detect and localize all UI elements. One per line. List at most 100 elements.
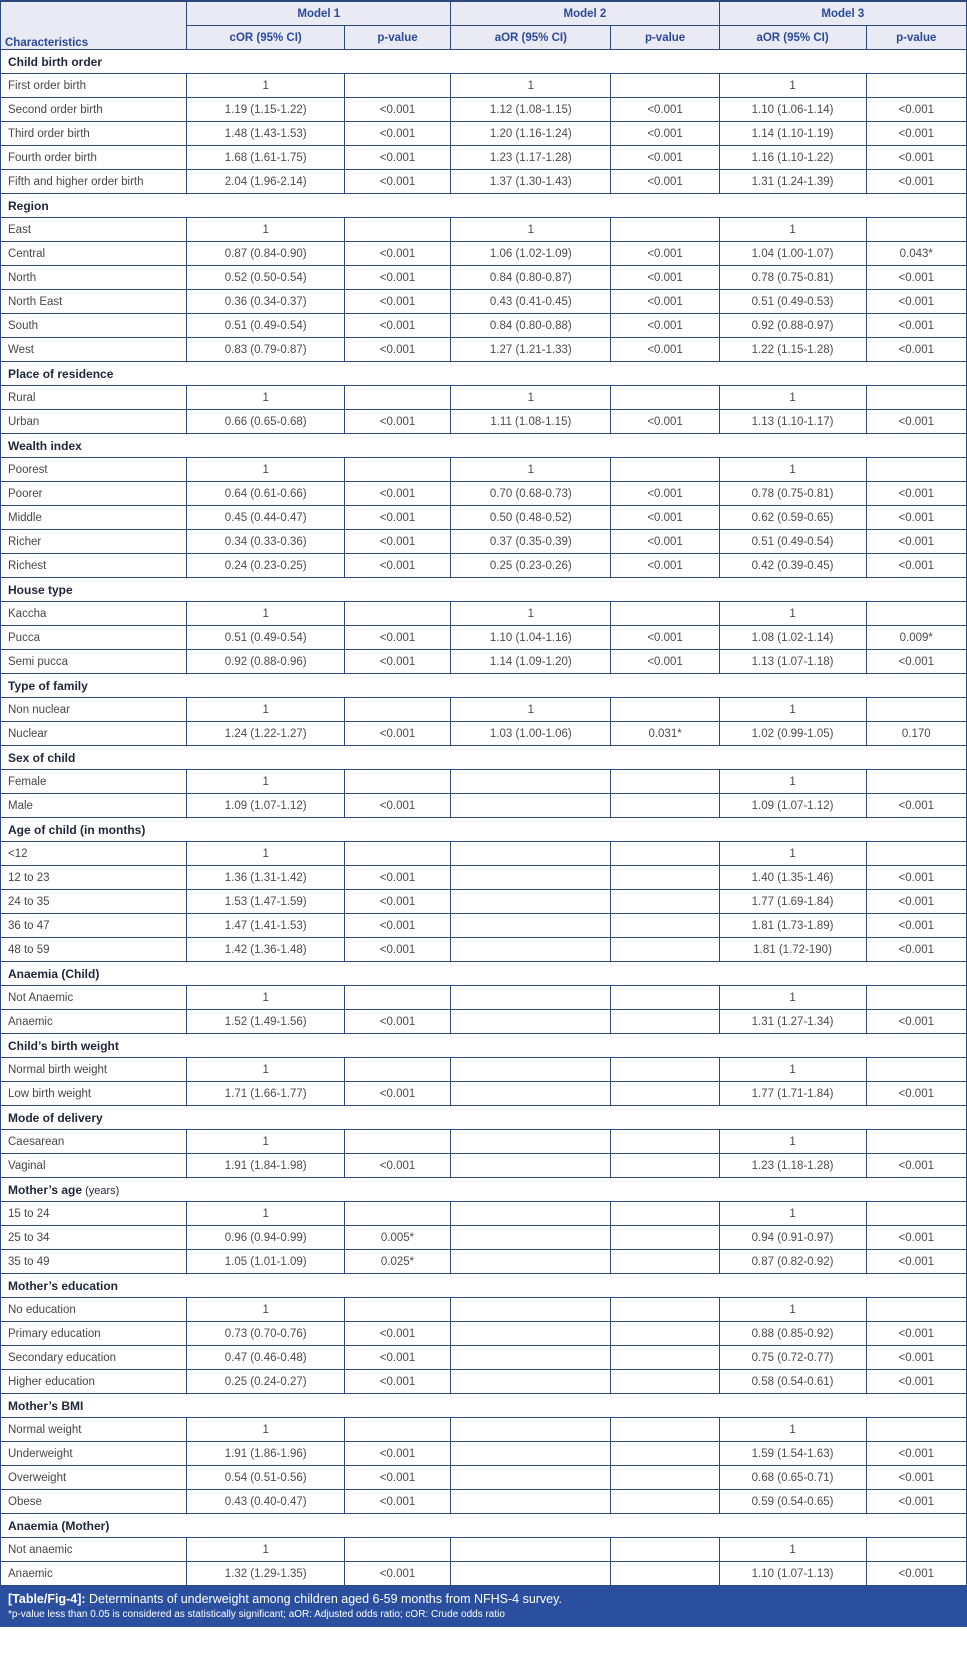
model3-pvalue-cell: <0.001 xyxy=(865,409,967,434)
model1-or-cell: 1 xyxy=(186,73,345,98)
model3-pvalue-cell xyxy=(865,457,967,482)
model2-pvalue-cell xyxy=(610,1417,720,1442)
model2-pvalue-cell xyxy=(610,457,720,482)
section-title: Type of family xyxy=(0,673,967,698)
model2-pvalue-cell xyxy=(610,1537,720,1562)
model2-pvalue-cell xyxy=(610,385,720,410)
model3-pvalue-cell: <0.001 xyxy=(865,145,967,170)
model3-or-cell: 0.68 (0.65-0.71) xyxy=(718,1465,867,1490)
row-label: Richer xyxy=(0,529,188,554)
model1-or-cell: 1 xyxy=(186,985,345,1010)
model1-pvalue-cell: <0.001 xyxy=(343,889,452,914)
model3-pvalue-cell: 0.170 xyxy=(865,721,967,746)
model1-pvalue-cell: <0.001 xyxy=(343,313,452,338)
model2-pvalue-cell xyxy=(610,1249,720,1274)
row-label: Female xyxy=(0,769,188,794)
model3-or-cell: 0.58 (0.54-0.61) xyxy=(718,1369,867,1394)
model3-or-cell: 1.31 (1.24-1.39) xyxy=(718,169,867,194)
row-label: Second order birth xyxy=(0,97,188,122)
sub-header-row: cOR (95% CI) p-value aOR (95% CI) p-valu… xyxy=(1,25,967,50)
model2-pvalue-cell: <0.001 xyxy=(610,337,720,362)
model3-or-cell: 1.59 (1.54-1.63) xyxy=(718,1441,867,1466)
model2-or-cell: 1.03 (1.00-1.06) xyxy=(450,721,612,746)
table-row: Fourth order birth 1.68 (1.61-1.75) <0.001… xyxy=(0,145,967,170)
model3-pvalue-cell: <0.001 xyxy=(865,337,967,362)
table-row: Anaemic 1.52 (1.49-1.56) <0.001 1.31 (1.27-… xyxy=(0,1009,967,1034)
model3-pvalue-cell: <0.001 xyxy=(865,553,967,578)
table-row: 25 to 34 0.96 (0.94-0.99) 0.005* 0.94 (0.91… xyxy=(0,1225,967,1250)
row-label: Anaemic xyxy=(0,1561,188,1586)
model1-pvalue-cell: <0.001 xyxy=(343,241,452,266)
model1-or-cell: 1 xyxy=(186,1417,345,1442)
model2-pvalue-cell xyxy=(610,769,720,794)
model2-or-cell xyxy=(450,889,612,914)
model2-pvalue-cell xyxy=(610,1081,720,1106)
model1-or-cell: 1 xyxy=(186,1129,345,1154)
model3-or-cell: 1 xyxy=(718,73,867,98)
model1-pvalue-header: p-value xyxy=(343,25,452,50)
model1-pvalue-cell: <0.001 xyxy=(343,1081,452,1106)
model2-pvalue-cell: <0.001 xyxy=(610,481,720,506)
model1-or-cell: 0.51 (0.49-0.54) xyxy=(186,625,345,650)
model2-or-cell xyxy=(450,913,612,938)
model3-or-cell: 0.87 (0.82-0.92) xyxy=(718,1249,867,1274)
model3-pvalue-cell: <0.001 xyxy=(865,913,967,938)
model3-or-cell: 0.78 (0.75-0.81) xyxy=(718,265,867,290)
table-row: Poorer 0.64 (0.61-0.66) <0.001 0.70 (0.68-0… xyxy=(0,481,967,506)
model3-or-cell: 1.16 (1.10-1.22) xyxy=(718,145,867,170)
model2-or-cell: 1 xyxy=(450,601,612,626)
model3-or-cell: 1.10 (1.06-1.14) xyxy=(718,97,867,122)
model3-pvalue-cell xyxy=(865,985,967,1010)
row-label: South xyxy=(0,313,188,338)
model3-pvalue-cell: <0.001 xyxy=(865,121,967,146)
table-row: 35 to 49 1.05 (1.01-1.09) 0.025* 0.87 (0.82… xyxy=(0,1249,967,1274)
model1-pvalue-cell xyxy=(343,1201,452,1226)
table-header: Characteristics Model 1 Model 2 Model 3 … xyxy=(0,0,967,50)
model2-pvalue-cell: <0.001 xyxy=(610,121,720,146)
section-title: Place of residence xyxy=(0,361,967,386)
model3-pvalue-cell: <0.001 xyxy=(865,1489,967,1514)
model1-or-cell: 2.04 (1.96-2.14) xyxy=(186,169,345,194)
model2-or-cell xyxy=(450,985,612,1010)
model2-or-cell xyxy=(450,1561,612,1586)
model2-pvalue-cell: <0.001 xyxy=(610,289,720,314)
model1-pvalue-cell: <0.001 xyxy=(343,97,452,122)
model1-or-cell: 1.47 (1.41-1.53) xyxy=(186,913,345,938)
table-body: Child birth order First order birth 1 1 1 Sec… xyxy=(0,49,967,1586)
table-row: Anaemic 1.32 (1.29-1.35) <0.001 1.10 (1.07-… xyxy=(0,1561,967,1586)
model3-pvalue-cell xyxy=(865,1057,967,1082)
row-label: Male xyxy=(0,793,188,818)
model3-or-cell: 0.88 (0.85-0.92) xyxy=(718,1321,867,1346)
model2-or-cell xyxy=(450,1153,612,1178)
model3-pvalue-cell: <0.001 xyxy=(865,1225,967,1250)
model3-or-cell: 1.13 (1.10-1.17) xyxy=(718,409,867,434)
model3-or-cell: 0.75 (0.72-0.77) xyxy=(718,1345,867,1370)
model3-pvalue-cell: <0.001 xyxy=(865,505,967,530)
model1-or-cell: 0.45 (0.44-0.47) xyxy=(186,505,345,530)
model2-pvalue-cell: <0.001 xyxy=(610,505,720,530)
section-title: House type xyxy=(0,577,967,602)
section-row: Mother’s age (years) xyxy=(0,1177,967,1202)
model2-or-cell xyxy=(450,1465,612,1490)
model3-or-cell: 1.77 (1.71-1.84) xyxy=(718,1081,867,1106)
model3-or-cell: 0.62 (0.59-0.65) xyxy=(718,505,867,530)
model1-or-cell: 1.52 (1.49-1.56) xyxy=(186,1009,345,1034)
model2-or-cell xyxy=(450,841,612,866)
model2-pvalue-cell xyxy=(610,937,720,962)
table-row: Non nuclear 1 1 1 xyxy=(0,697,967,722)
model3-or-cell: 1 xyxy=(718,601,867,626)
row-label: Not Anaemic xyxy=(0,985,188,1010)
section-row: Mode of delivery xyxy=(0,1105,967,1130)
model2-or-cell: 1.27 (1.21-1.33) xyxy=(450,337,612,362)
model1-pvalue-cell: <0.001 xyxy=(343,409,452,434)
model2-or-cell xyxy=(450,1249,612,1274)
row-label: Overweight xyxy=(0,1465,188,1490)
model1-or-cell: 0.92 (0.88-0.96) xyxy=(186,649,345,674)
table-row: Underweight 1.91 (1.86-1.96) <0.001 1.59 (1… xyxy=(0,1441,967,1466)
model3-pvalue-cell xyxy=(865,1129,967,1154)
model2-pvalue-cell xyxy=(610,1153,720,1178)
model1-pvalue-cell: <0.001 xyxy=(343,337,452,362)
model2-pvalue-cell: 0.031* xyxy=(610,721,720,746)
table-row: Urban 0.66 (0.65-0.68) <0.001 1.11 (1.08-1.… xyxy=(0,409,967,434)
model3-pvalue-cell: <0.001 xyxy=(865,793,967,818)
